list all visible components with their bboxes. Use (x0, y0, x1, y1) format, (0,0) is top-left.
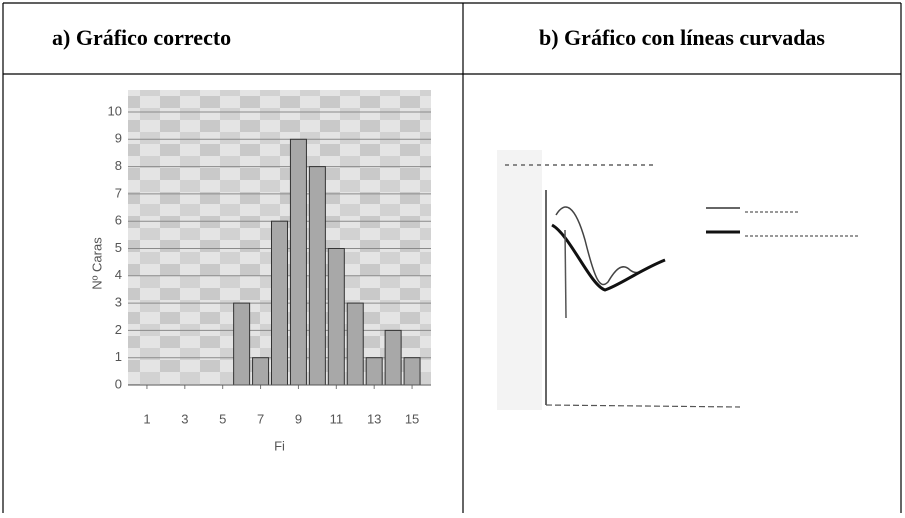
bar (271, 220, 288, 386)
y-tick-label: 5 (115, 240, 122, 255)
y-tick-label: 1 (115, 349, 122, 364)
y-tick-label: 8 (115, 158, 122, 173)
y-tick-label: 6 (115, 213, 122, 228)
bar (233, 302, 251, 386)
header-cell: b) Gráfico con líneas curvadas (539, 25, 825, 50)
x-tick-label: 1 (143, 411, 150, 426)
bar (384, 329, 402, 386)
y-tick-label: 7 (115, 185, 122, 200)
bar (308, 166, 326, 386)
x-tick-label: 13 (367, 411, 381, 426)
y-tick-label: 0 (115, 376, 122, 391)
curved-lines-figure (497, 150, 860, 410)
x-tick-label: 3 (181, 411, 188, 426)
y-tick-label: 3 (115, 295, 122, 310)
bar (289, 138, 307, 386)
bar (346, 302, 364, 386)
y-tick-label: 4 (115, 267, 122, 282)
x-tick-label: 5 (219, 411, 226, 426)
bar (403, 357, 421, 386)
y-tick-label: 9 (115, 131, 122, 146)
y-tick-label: 10 (108, 103, 122, 118)
y-axis-label: Nº Caras (89, 237, 104, 290)
bar (365, 357, 383, 386)
bar (252, 357, 270, 386)
y-tick-label: 2 (115, 322, 122, 337)
x-tick-label: 7 (257, 411, 264, 426)
x-tick-label: 9 (295, 411, 302, 426)
x-tick-label: 11 (330, 411, 344, 426)
x-axis-label: Fi (274, 438, 285, 453)
bar (327, 248, 345, 386)
header-cell: a) Gráfico correcto (52, 25, 231, 50)
x-tick-label: 15 (405, 411, 419, 426)
